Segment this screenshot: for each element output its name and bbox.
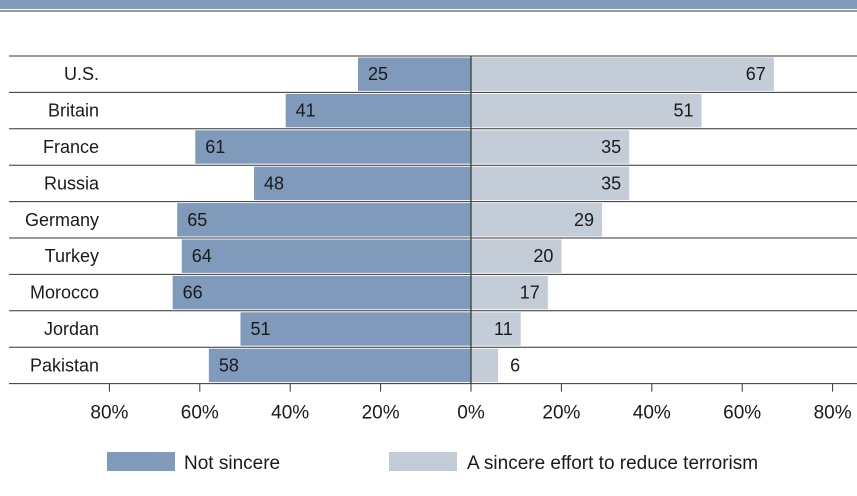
- x-tick-label: 80%: [90, 403, 128, 424]
- legend: Not sincere A sincere effort to reduce t…: [107, 452, 758, 474]
- bar-not-sincere: [240, 312, 471, 346]
- top-color-band: [0, 0, 857, 9]
- category-label: Britain: [48, 101, 99, 121]
- data-label-sincere: 6: [510, 355, 520, 375]
- bar-sincere: [471, 239, 562, 273]
- x-tick-label: 20%: [362, 403, 400, 424]
- x-tick-label: 0%: [457, 403, 485, 424]
- data-label-sincere: 35: [601, 137, 621, 157]
- bar-not-sincere: [172, 275, 471, 310]
- x-tick-label: 60%: [181, 403, 219, 424]
- bar-sincere: [471, 130, 630, 164]
- category-label: U.S.: [64, 64, 99, 84]
- bar-not-sincere: [254, 166, 471, 201]
- legend-label-not-sincere: Not sincere: [184, 453, 280, 474]
- data-label-not-sincere: 48: [264, 173, 284, 193]
- data-label-not-sincere: 66: [183, 283, 203, 303]
- plot-area: U.S. 25 67 Britain 41 51 France 61 35 Russia 48 35 G…: [9, 55, 857, 385]
- data-label-sincere: 35: [601, 173, 621, 193]
- data-label-not-sincere: 51: [250, 319, 270, 339]
- data-label-sincere: 29: [574, 210, 594, 230]
- x-tick-label: 60%: [723, 403, 761, 424]
- data-label-not-sincere: 64: [192, 246, 212, 266]
- bar-sincere: [471, 57, 774, 91]
- bar-sincere: [471, 312, 521, 346]
- bar-not-sincere: [285, 93, 471, 128]
- x-tick-label: 20%: [542, 403, 580, 424]
- data-label-sincere: 20: [533, 246, 553, 266]
- category-label: France: [43, 137, 99, 157]
- bar-sincere: [471, 275, 548, 310]
- x-tick-label: 80%: [814, 403, 852, 424]
- category-label: Russia: [44, 173, 100, 193]
- bar-not-sincere: [177, 203, 471, 237]
- x-axis: 80% 60% 40% 20% 0% 20% 40% 60% 80%: [90, 383, 852, 424]
- category-label: Morocco: [30, 283, 99, 303]
- data-label-not-sincere: 25: [368, 64, 388, 84]
- legend-label-sincere: A sincere effort to reduce terrorism: [467, 453, 758, 474]
- data-label-not-sincere: 41: [296, 101, 316, 121]
- data-label-sincere: 11: [494, 319, 513, 339]
- bar-not-sincere: [195, 130, 471, 164]
- bar-not-sincere: [181, 239, 471, 273]
- data-label-not-sincere: 65: [187, 210, 207, 230]
- data-label-sincere: 17: [520, 283, 540, 303]
- bar-not-sincere: [358, 57, 471, 91]
- category-label: Pakistan: [30, 355, 99, 375]
- data-label-not-sincere: 61: [205, 137, 225, 157]
- bar-sincere: [471, 203, 603, 237]
- legend-swatch-sincere: [389, 452, 457, 471]
- bar-not-sincere: [208, 348, 471, 383]
- x-tick-label: 40%: [271, 403, 309, 424]
- data-label-sincere: 67: [746, 64, 766, 84]
- x-tick-label: 40%: [633, 403, 671, 424]
- data-label-sincere: 51: [673, 101, 693, 121]
- bar-sincere: [471, 93, 702, 128]
- category-label: Jordan: [44, 319, 99, 339]
- legend-swatch-not-sincere: [107, 452, 175, 471]
- category-label: Turkey: [45, 246, 99, 266]
- category-label: Germany: [25, 210, 99, 230]
- bar-sincere: [471, 166, 630, 201]
- bar-sincere: [471, 348, 499, 383]
- data-label-not-sincere: 58: [219, 355, 239, 375]
